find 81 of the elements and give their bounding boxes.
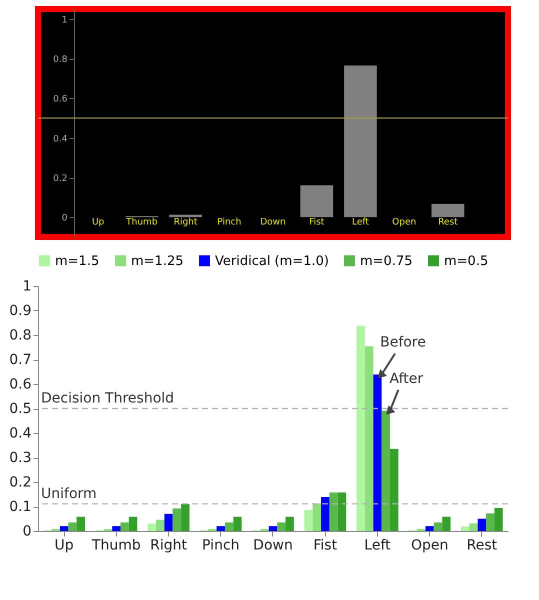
bar xyxy=(431,204,464,218)
bar xyxy=(233,516,242,531)
y-tick-label: 0.8 xyxy=(9,328,32,344)
x-tick-label: Pinch xyxy=(217,218,242,228)
bar xyxy=(148,524,156,531)
bar xyxy=(224,522,234,531)
x-tick-label: Pinch xyxy=(202,538,240,554)
x-tick-label: Thumb xyxy=(125,218,158,228)
x-tick-label: Thumb xyxy=(90,538,141,554)
bar xyxy=(304,510,313,531)
annotation: Before xyxy=(380,334,426,351)
bar xyxy=(329,492,338,531)
annotation: After xyxy=(390,370,424,387)
ref-line-label: Decision Threshold xyxy=(41,390,174,406)
x-tick-label: Up xyxy=(54,538,74,554)
y-tick-label: 0.9 xyxy=(9,303,32,319)
legend-label: Veridical (m=1.0) xyxy=(215,254,329,269)
y-tick-label: 1 xyxy=(62,15,68,26)
ref-line-label: Uniform xyxy=(41,486,97,502)
y-tick-label: 0.2 xyxy=(9,474,32,490)
bar xyxy=(268,526,278,531)
bar xyxy=(382,410,390,531)
bar xyxy=(494,508,503,531)
y-tick-label: 0.8 xyxy=(53,55,68,66)
bar xyxy=(164,514,173,531)
bar xyxy=(68,522,77,531)
legend-label: m=1.5 xyxy=(55,254,100,269)
y-tick-label: 0.5 xyxy=(9,401,32,417)
y-tick-label: 0 xyxy=(62,214,68,224)
x-tick-label: Fist xyxy=(313,538,338,554)
bar xyxy=(356,326,365,531)
bar xyxy=(390,448,398,531)
bar xyxy=(277,522,286,531)
legend-label: m=1.25 xyxy=(131,254,184,269)
bar xyxy=(486,513,494,531)
y-tick-label: 0.6 xyxy=(9,376,32,392)
y-tick-label: 0.3 xyxy=(9,450,32,466)
x-tick-label: Down xyxy=(260,218,286,228)
y-tick-label: 1 xyxy=(22,278,32,294)
y-tick-label: 0.6 xyxy=(53,94,68,105)
y-tick-label: 0.4 xyxy=(9,426,32,442)
x-tick-label: Left xyxy=(364,538,392,554)
y-tick-label: 0.1 xyxy=(9,499,32,515)
bar xyxy=(425,526,434,531)
bar xyxy=(321,496,330,531)
x-tick-label: Down xyxy=(253,538,293,554)
bar xyxy=(364,346,374,531)
bar xyxy=(181,504,190,531)
bar xyxy=(434,522,442,531)
x-tick-label: Right xyxy=(174,218,198,228)
x-tick-label: Open xyxy=(392,218,416,228)
bar xyxy=(128,516,138,531)
x-tick-label: Fist xyxy=(309,218,325,228)
bar xyxy=(478,518,486,531)
x-tick-label: Rest xyxy=(466,538,498,554)
y-tick-label: 0.2 xyxy=(53,174,68,184)
bar xyxy=(156,520,164,531)
x-tick-label: Up xyxy=(92,218,105,228)
y-tick-label: 0 xyxy=(22,524,32,540)
bar xyxy=(442,516,451,531)
y-tick-label: 0.4 xyxy=(53,134,68,144)
legend-label: m=0.75 xyxy=(360,254,413,269)
x-tick-label: Right xyxy=(150,538,188,554)
bar xyxy=(286,516,294,531)
legend-label: m=0.5 xyxy=(444,254,488,269)
bar xyxy=(461,526,470,531)
bar xyxy=(120,522,129,531)
x-tick-label: Rest xyxy=(438,218,458,228)
bar xyxy=(338,492,346,531)
bar xyxy=(300,185,334,218)
bar xyxy=(172,508,182,531)
bar xyxy=(312,504,322,531)
bar xyxy=(76,516,85,531)
bar xyxy=(344,66,377,218)
bar xyxy=(112,526,121,531)
x-tick-label: Left xyxy=(352,218,370,228)
x-tick-label: Open xyxy=(410,538,448,554)
bar xyxy=(216,526,225,531)
y-tick-label: 0.7 xyxy=(9,352,32,368)
bar xyxy=(60,526,68,531)
bar xyxy=(469,523,478,531)
